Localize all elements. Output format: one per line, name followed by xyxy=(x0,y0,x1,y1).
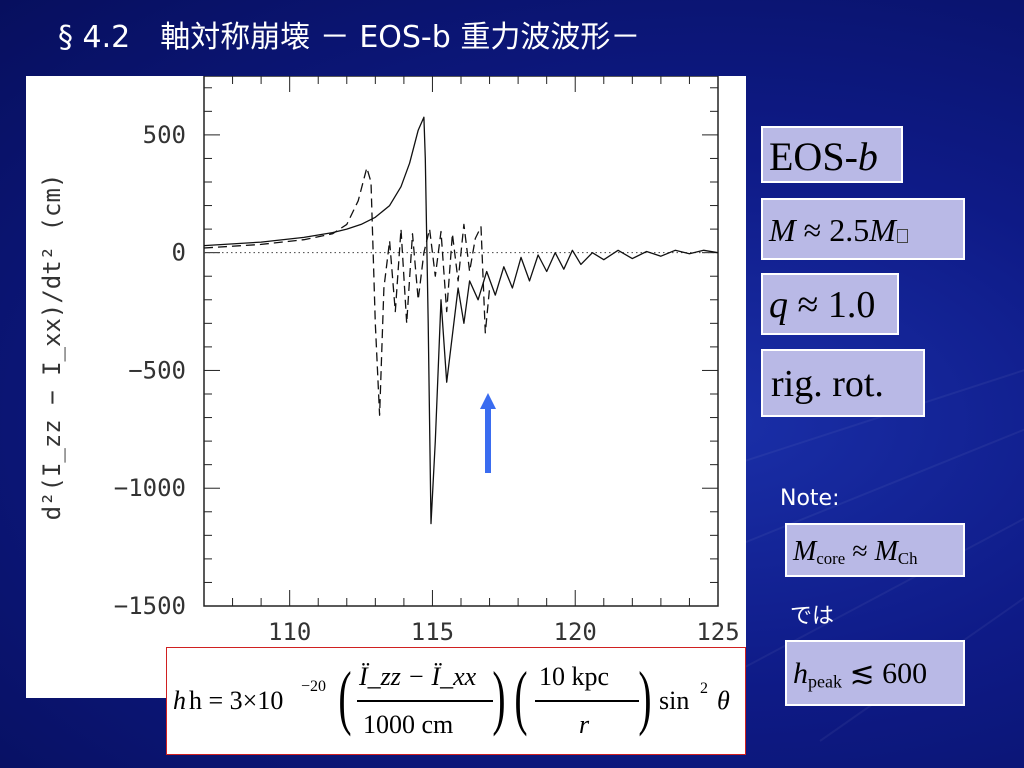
formula-left-paren: ( xyxy=(338,657,352,737)
formula-fraction-line-2 xyxy=(535,700,639,702)
formula-right-paren: ) xyxy=(492,657,506,737)
series-line-dashed xyxy=(203,167,491,416)
series-line-solid xyxy=(203,116,719,525)
q-symbol: q xyxy=(769,284,788,326)
eos-label-box: EOS-b xyxy=(761,126,903,183)
formula-h: h xyxy=(173,686,186,715)
mch-symbol: M xyxy=(874,536,898,567)
mcore-symbol: M xyxy=(793,536,817,567)
deha-label: では xyxy=(790,604,835,629)
formula-den2: r xyxy=(579,710,590,739)
x-tick-label: 110 xyxy=(268,618,311,646)
formula-fraction-line-1 xyxy=(357,700,493,702)
mcore-box: Mcore ≈ MCh xyxy=(785,523,965,577)
mcore-sub: core xyxy=(816,549,846,569)
plot-panel: 110 115 120 125 500 0 −500 −1000 −1500 d²(I_zz − … xyxy=(26,76,746,698)
rotation-text: rig. rot. xyxy=(771,363,884,405)
arrow-up-icon xyxy=(480,393,496,473)
formula-den1: 1000 cm xyxy=(363,710,454,739)
y-tick-label: −1000 xyxy=(114,474,186,502)
formula-trig-exp: 2 xyxy=(700,680,708,697)
q-box: q ≈ 1.0 xyxy=(761,273,899,335)
waveform-chart: 110 115 120 125 500 0 −500 −1000 −1500 d²(I_zz − … xyxy=(38,76,740,646)
formula-exponent: −20 xyxy=(301,678,327,695)
plot-frame xyxy=(203,76,719,607)
y-axis-label: d²(I_zz − I_xx)/dt² (cm) xyxy=(38,174,66,521)
eos-prefix: EOS- xyxy=(769,134,858,179)
formula-angle: θ xyxy=(717,686,730,715)
formula-left-paren-2: ( xyxy=(514,657,528,737)
solar-mass-icon xyxy=(896,229,908,243)
hpeak-relation: ≲ xyxy=(841,657,883,690)
hpeak-symbol: h xyxy=(793,657,808,690)
mch-sub: Ch xyxy=(897,549,918,569)
y-tick-label: −500 xyxy=(128,356,186,384)
formula-right-paren-2: ) xyxy=(638,657,652,737)
hpeak-value: 600 xyxy=(882,657,928,690)
y-tick-label: 0 xyxy=(172,239,186,267)
mass-unit: M xyxy=(869,212,896,248)
strain-formula: h h = 3×10 −20 ( Ï_zz − Ï_xx 1000 cm ) (… xyxy=(166,647,746,755)
hpeak-sub: peak xyxy=(808,671,842,692)
x-tick-label: 115 xyxy=(411,618,454,646)
formula-num2: 10 kpc xyxy=(539,662,610,691)
y-tick-label: −1500 xyxy=(114,592,186,620)
mass-box: M ≈ 2.5M xyxy=(761,198,965,260)
q-value: ≈ 1.0 xyxy=(788,284,876,326)
mcore-approx: ≈ xyxy=(845,536,875,567)
mass-approx: ≈ 2.5 xyxy=(795,212,870,248)
x-tick-label: 120 xyxy=(554,618,597,646)
slide-title: § 4.2 軸対称崩壊 － EOS-b 重力波波形－ xyxy=(58,20,641,55)
x-tick-label: 125 xyxy=(696,618,739,646)
formula-num1: Ï_zz − Ï_xx xyxy=(359,662,477,691)
y-tick-label: 500 xyxy=(143,121,186,149)
rotation-box: rig. rot. xyxy=(761,349,925,417)
formula-lhs: h = 3×10 xyxy=(189,686,284,715)
mass-symbol: M xyxy=(769,212,796,248)
formula-trig: sin xyxy=(659,686,690,715)
eos-suffix: b xyxy=(857,134,878,179)
hpeak-box: hpeak ≲ 600 xyxy=(785,640,965,706)
note-label: Note: xyxy=(780,486,840,511)
